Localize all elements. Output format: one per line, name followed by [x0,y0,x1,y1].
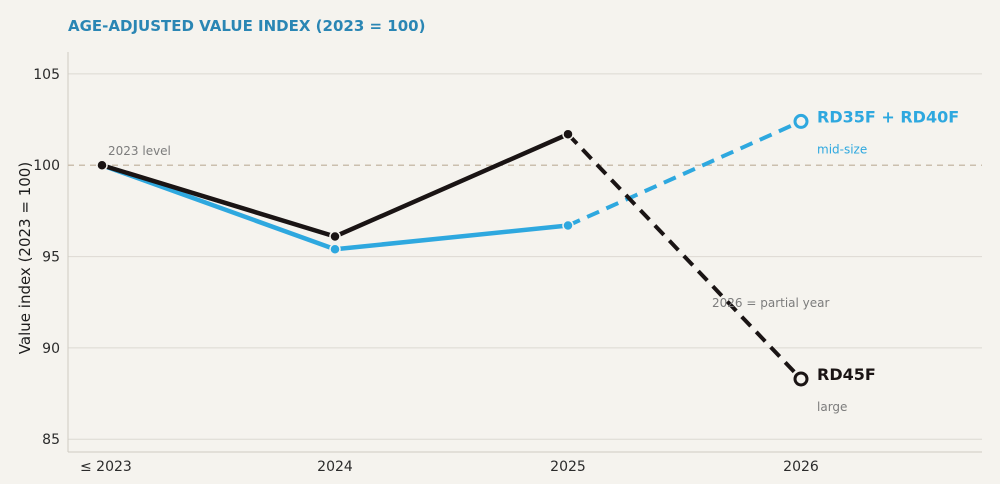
data-point [329,243,341,256]
x-tick-label: ≤ 2023 [80,459,132,475]
data-point [329,230,341,243]
series-end-sublabel: mid-size [817,142,867,156]
series-line-solid [99,131,571,239]
reference-line-label: 2023 level [108,144,171,158]
series-end-sublabel: large [817,400,847,414]
data-point [562,128,574,140]
y-tick-label: 85 [42,432,60,448]
data-point [562,219,574,232]
y-tick-label: 90 [42,341,60,357]
x-tick-label: 2024 [317,459,353,475]
axis-layer: 85 90 95 100 105 ≤ 2023 2024 2025 2026 [33,52,982,475]
x-tick-label: 2025 [550,459,586,475]
series-line-dashed [567,119,802,228]
reference-layer: 2023 level [68,144,982,166]
y-axis-label: Value index (2023 = 100) [16,162,34,354]
data-point [96,159,108,171]
series-line-dashed [566,132,803,381]
data-point-open [793,371,809,387]
series-end-label: RD35F + RD40F [817,107,959,126]
y-tick-label: 95 [42,250,60,266]
data-point-open [793,113,809,129]
grid-layer [68,73,982,440]
partial-year-annotation: 2026 = partial year [712,296,830,310]
y-tick-label: 100 [33,158,60,174]
y-tick-label: 105 [33,67,60,83]
chart-title: AGE-ADJUSTED VALUE INDEX (2023 = 100) [68,17,425,35]
series-end-label: RD45F [817,365,876,384]
series-layer [96,113,809,387]
x-tick-label: 2026 [783,459,819,475]
label-layer: RD35F + RD40F mid-size RD45F large 2026 = pa… [712,107,959,414]
